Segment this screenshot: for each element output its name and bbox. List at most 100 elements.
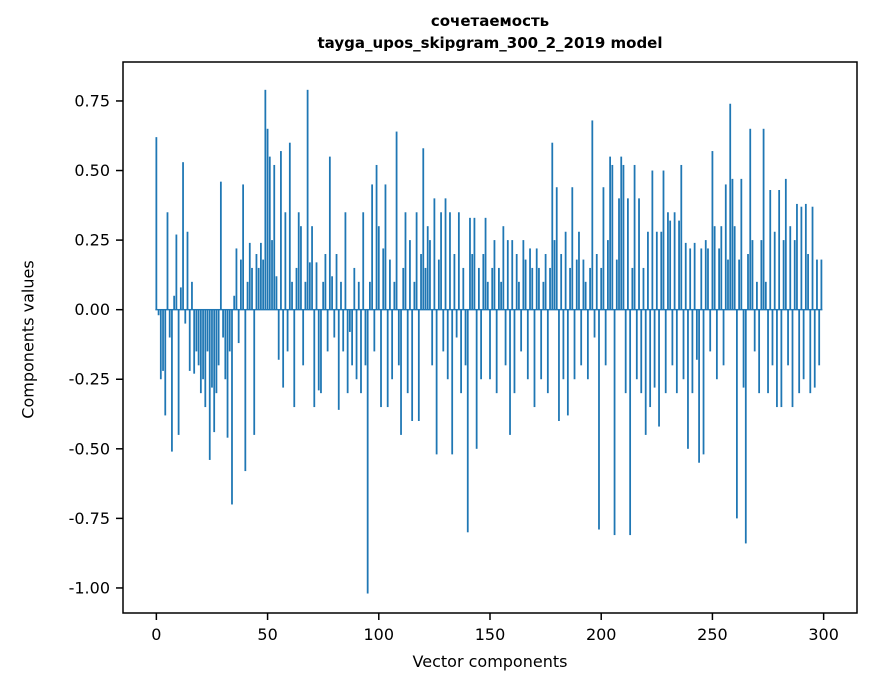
bar bbox=[622, 164, 625, 310]
bar bbox=[322, 281, 325, 310]
bar bbox=[171, 309, 173, 452]
bar bbox=[240, 259, 242, 310]
bar bbox=[453, 254, 456, 310]
bar bbox=[658, 309, 660, 427]
bar bbox=[266, 128, 269, 310]
bar bbox=[520, 309, 523, 352]
bar bbox=[747, 254, 749, 310]
bar bbox=[168, 309, 171, 338]
bar bbox=[769, 190, 772, 310]
bar bbox=[807, 254, 809, 310]
bar bbox=[736, 309, 738, 519]
bar bbox=[284, 212, 287, 310]
y-tick-label: 0.00 bbox=[74, 300, 110, 319]
bar bbox=[375, 164, 378, 310]
bar bbox=[589, 267, 591, 310]
bar bbox=[773, 231, 776, 310]
bar bbox=[740, 178, 743, 310]
bar bbox=[791, 309, 794, 408]
bar bbox=[771, 309, 774, 366]
bar bbox=[386, 309, 389, 408]
bar bbox=[253, 309, 256, 435]
chart-title: сочетаемость bbox=[430, 12, 550, 30]
bar bbox=[662, 170, 665, 310]
bar bbox=[598, 309, 600, 530]
x-tick-label: 250 bbox=[697, 625, 728, 644]
bar bbox=[208, 309, 211, 460]
x-tick-label: 200 bbox=[586, 625, 617, 644]
bar bbox=[551, 142, 554, 310]
bar bbox=[604, 309, 607, 366]
bar bbox=[371, 184, 374, 310]
bar bbox=[197, 309, 200, 366]
bar bbox=[753, 309, 756, 352]
bar bbox=[615, 259, 618, 310]
bar bbox=[742, 309, 745, 388]
bar bbox=[798, 309, 801, 394]
bar bbox=[482, 254, 485, 310]
bar bbox=[542, 281, 545, 310]
bar bbox=[186, 231, 189, 310]
bar bbox=[202, 309, 204, 380]
bar bbox=[264, 89, 267, 310]
bar bbox=[335, 254, 338, 310]
bar bbox=[364, 309, 367, 366]
bar bbox=[400, 309, 402, 435]
y-tick-label: 0.50 bbox=[74, 161, 110, 180]
bar bbox=[689, 248, 692, 310]
bar bbox=[687, 309, 689, 449]
bar bbox=[695, 309, 698, 360]
bar bbox=[411, 309, 414, 421]
y-tick-label: -0.75 bbox=[69, 509, 110, 528]
bar bbox=[680, 164, 683, 310]
bar bbox=[431, 309, 434, 366]
bar bbox=[402, 267, 405, 310]
bar bbox=[297, 212, 300, 310]
bar bbox=[162, 309, 164, 371]
bar bbox=[758, 309, 761, 394]
bar bbox=[268, 156, 271, 310]
bar bbox=[562, 309, 565, 380]
bar bbox=[720, 226, 723, 310]
bar bbox=[217, 309, 220, 366]
bar bbox=[546, 309, 549, 394]
bar bbox=[693, 242, 696, 310]
bar bbox=[273, 164, 276, 310]
bar bbox=[533, 309, 536, 408]
bar bbox=[504, 309, 507, 366]
bar bbox=[486, 281, 489, 310]
bar bbox=[718, 248, 720, 310]
bar bbox=[756, 281, 758, 310]
bar bbox=[553, 240, 556, 310]
bar bbox=[262, 259, 265, 310]
bar bbox=[300, 226, 302, 310]
bar bbox=[440, 212, 442, 310]
bar bbox=[435, 309, 438, 455]
bar bbox=[433, 198, 436, 310]
bar bbox=[357, 281, 360, 310]
bar bbox=[613, 309, 616, 536]
bar bbox=[707, 248, 709, 310]
bar bbox=[667, 212, 669, 310]
bar bbox=[653, 309, 656, 388]
bar bbox=[780, 309, 783, 408]
bar bbox=[369, 281, 371, 310]
bar bbox=[493, 240, 496, 310]
bar bbox=[602, 187, 605, 310]
bar bbox=[526, 309, 529, 380]
y-tick-label: -0.50 bbox=[69, 439, 110, 458]
bar bbox=[306, 89, 309, 310]
bar bbox=[787, 309, 789, 366]
bar bbox=[255, 254, 258, 310]
bar bbox=[651, 170, 654, 310]
bar bbox=[495, 309, 498, 394]
bar bbox=[397, 309, 400, 366]
x-tick-label: 150 bbox=[475, 625, 506, 644]
bar bbox=[457, 212, 460, 310]
bar bbox=[382, 248, 385, 310]
bar bbox=[157, 309, 160, 316]
bar bbox=[655, 231, 658, 310]
bar bbox=[675, 309, 678, 394]
bar bbox=[420, 254, 422, 310]
